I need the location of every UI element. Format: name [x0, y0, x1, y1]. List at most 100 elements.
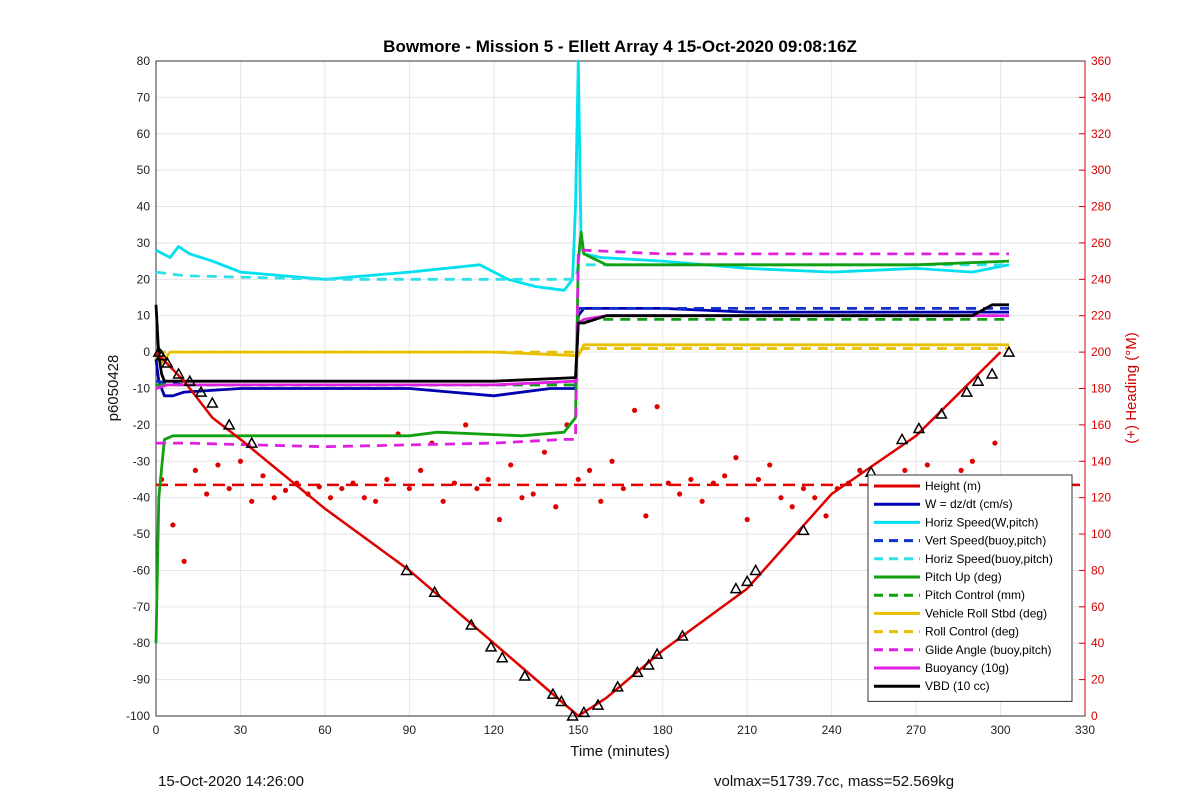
legend-label: Pitch Up (deg)	[925, 570, 1002, 584]
heading-point	[812, 495, 818, 501]
heading-point	[406, 485, 412, 492]
heading-point	[620, 485, 626, 492]
heading-point	[767, 462, 773, 468]
legend-label: W = dz/dt (cm/s)	[925, 497, 1013, 511]
chart-title: Bowmore - Mission 5 - Ellett Array 4 15-…	[383, 37, 857, 56]
y-tick-label: -50	[133, 527, 151, 541]
y-right-tick-label: 120	[1091, 491, 1111, 505]
height-marker	[650, 647, 664, 659]
heading-point	[722, 473, 728, 479]
height-marker	[577, 705, 591, 718]
y-right-tick-label: 340	[1091, 90, 1111, 104]
heading-point	[553, 504, 559, 510]
heading-point	[541, 449, 548, 455]
heading-point	[992, 440, 998, 446]
heading-point	[384, 476, 390, 483]
heading-point	[586, 467, 593, 473]
y-right-tick-label: 260	[1091, 236, 1111, 250]
heading-point	[451, 480, 458, 486]
height-marker	[206, 396, 219, 408]
series-line-height-m	[155, 351, 1002, 718]
height-marker	[555, 694, 568, 707]
y-right-tick-label: 300	[1091, 163, 1111, 177]
heading-point	[800, 485, 807, 492]
height-marker	[895, 432, 909, 445]
heading-point	[744, 516, 750, 523]
x-tick-label: 240	[822, 723, 842, 737]
heading-point	[260, 473, 266, 479]
y-right-tick-label: 280	[1091, 200, 1111, 214]
heading-point	[474, 485, 480, 492]
y-tick-label: 0	[143, 345, 150, 359]
height-marker	[729, 582, 743, 594]
heading-point	[282, 487, 289, 493]
height-marker	[428, 585, 441, 598]
heading-point	[372, 498, 379, 504]
legend-label: VBD (10 cc)	[925, 679, 990, 693]
legend-label: Horiz Speed(W,pitch)	[925, 515, 1038, 529]
y-right-tick-label: 40	[1091, 636, 1105, 650]
height-marker	[960, 385, 974, 397]
y-right-tick-label: 160	[1091, 418, 1111, 432]
heading-point	[677, 491, 683, 497]
heading-point	[778, 495, 784, 501]
x-tick-label: 0	[153, 723, 160, 737]
heading-point	[440, 498, 446, 504]
x-tick-label: 270	[906, 723, 926, 737]
heading-point	[350, 480, 356, 486]
y-tick-label: 50	[137, 163, 151, 177]
y-right-tick-label: 60	[1091, 600, 1105, 614]
y-right-tick-label: 320	[1091, 127, 1111, 141]
series-line-horiz-speed-w-pitch	[155, 59, 1010, 292]
legend-box	[867, 474, 1073, 702]
legend: Height (m) W = dz/dt (cm/s) Horiz Speed(W,…	[867, 474, 1073, 702]
heading-point	[530, 491, 536, 497]
y-right-tick-label: 240	[1091, 272, 1111, 286]
y-axis-label: p6050428	[105, 355, 122, 422]
height-marker	[183, 374, 197, 386]
y-tick-label: -80	[133, 636, 151, 650]
y-right-tick-label: 100	[1091, 527, 1111, 541]
series-line-pitch-up-deg	[154, 230, 1010, 644]
heading-point	[643, 513, 649, 519]
height-marker	[465, 618, 478, 630]
heading-point	[902, 467, 908, 473]
x-tick-label: 60	[318, 723, 332, 737]
heading-point	[654, 404, 660, 410]
heading-point	[508, 462, 514, 468]
legend-label: Roll Control (deg)	[925, 625, 1019, 639]
x-tick-label: 30	[234, 723, 248, 737]
heading-point	[249, 498, 255, 504]
footer-timestamp: 15-Oct-2020 14:26:00	[158, 773, 304, 790]
heading-point	[575, 476, 581, 483]
y-right-tick-label: 20	[1091, 673, 1105, 687]
heading-point	[463, 422, 469, 428]
x-tick-label: 180	[653, 723, 673, 737]
y-tick-label: 80	[137, 54, 151, 68]
y-tick-label: -90	[133, 673, 151, 687]
legend-label: Height (m)	[925, 479, 981, 493]
y-tick-label: 30	[137, 236, 151, 250]
heading-point	[496, 516, 503, 523]
heading-point	[181, 558, 187, 564]
height-marker	[591, 698, 605, 710]
footer-summary: volmax=51739.7cc, mass=52.569kg	[714, 773, 955, 790]
y-right-tick-label: 200	[1091, 345, 1111, 359]
heading-point	[327, 495, 334, 501]
legend-label: Buoyancy (10g)	[925, 661, 1009, 675]
height-marker	[546, 687, 560, 699]
heading-point	[215, 462, 221, 468]
heading-point	[192, 467, 199, 473]
y-tick-label: 60	[137, 127, 151, 141]
heading-point	[598, 498, 604, 504]
height-marker	[740, 574, 754, 587]
height-marker	[676, 629, 689, 641]
y-tick-label: 70	[137, 90, 151, 104]
height-marker	[160, 356, 174, 368]
height-marker	[194, 385, 208, 397]
heading-point	[688, 476, 694, 483]
height-marker	[1002, 345, 1016, 357]
height-marker	[935, 407, 948, 419]
x-tick-label: 120	[484, 723, 504, 737]
